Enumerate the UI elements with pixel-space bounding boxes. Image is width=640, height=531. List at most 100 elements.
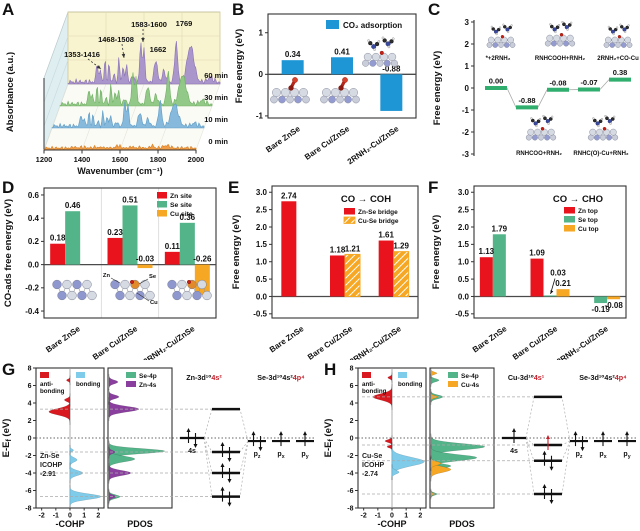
panel-a: A 60 min 30 min 10 min 0 min 1200 1400 1600 180… — [0, 0, 230, 178]
svg-text:6: 6 — [350, 383, 354, 390]
svg-text:CO₂ adsorption: CO₂ adsorption — [343, 21, 402, 30]
svg-text:ICOHP: ICOHP — [40, 462, 63, 469]
svg-text:bonding: bonding — [362, 388, 387, 395]
svg-text:Se: Se — [149, 274, 157, 280]
svg-text:-0.88: -0.88 — [382, 64, 401, 73]
molecule-inset — [544, 20, 576, 47]
svg-text:-COHP: -COHP — [56, 519, 85, 529]
energy-levels — [485, 77, 631, 110]
svg-text:-0.07: -0.07 — [580, 78, 597, 87]
svg-text:Se top: Se top — [578, 217, 598, 224]
panel-e-label: E — [228, 178, 240, 197]
svg-text:0.34: 0.34 — [285, 50, 301, 59]
peak-annotations: 1353-1416 1468-1508 1583-1600 1769 1662 — [64, 19, 192, 70]
pdos-curves — [108, 374, 166, 505]
svg-text:1468-1508: 1468-1508 — [98, 35, 134, 44]
svg-text:Bare Cu/ZnSe: Bare Cu/ZnSe — [303, 124, 352, 162]
ftir-series-curves — [43, 40, 221, 151]
svg-text:Free energy (eV): Free energy (eV) — [431, 215, 442, 289]
molecule-inset — [362, 36, 398, 67]
svg-text:4s: 4s — [510, 448, 518, 455]
svg-text:2: 2 — [28, 418, 32, 425]
svg-text:px: px — [599, 451, 606, 460]
panel-g-label: G — [2, 360, 16, 379]
svg-text:1.5: 1.5 — [256, 240, 268, 249]
svg-text:0: 0 — [350, 436, 354, 443]
svg-text:1600: 1600 — [112, 155, 129, 164]
svg-text:1662: 1662 — [150, 45, 167, 54]
svg-text:0.03: 0.03 — [550, 268, 566, 277]
svg-text:0.21: 0.21 — [555, 279, 571, 288]
panel-d-chart: 0.6 0.4 0.2 0.0 -0.2 -0.4 CO-ads free energy (… — [0, 178, 226, 366]
svg-text:Cu site: Cu site — [170, 211, 193, 218]
svg-text:0.0: 0.0 — [458, 292, 470, 301]
panel-f-label: F — [428, 178, 439, 197]
panel-d-label: D — [2, 178, 15, 197]
svg-text:0.11: 0.11 — [165, 242, 181, 251]
svg-text:0.18: 0.18 — [50, 234, 66, 243]
molecule-inset — [167, 279, 212, 301]
svg-text:py: py — [301, 451, 308, 460]
svg-text:Se-3d¹⁰4s²4p⁴: Se-3d¹⁰4s²4p⁴ — [257, 373, 305, 382]
svg-text:Cu-Se bridge: Cu-Se bridge — [358, 218, 399, 225]
svg-text:-2: -2 — [25, 453, 31, 460]
panel-a-label: A — [2, 0, 15, 19]
svg-text:1.21: 1.21 — [345, 244, 361, 253]
svg-text:1583-1600: 1583-1600 — [131, 20, 167, 29]
panel-g: G 8 6 4 2 0 -2 -4 -6 -8 E-Ef (eV) -2 -1 0 1 2 -COHP PDOS… — [0, 360, 322, 531]
svg-text:py: py — [623, 451, 630, 460]
svg-text:CO → CHO: CO → CHO — [553, 194, 603, 205]
panel-b: B 1 0 -1 Free energy (eV) 0.34 0.41 -0.88 Bare … — [230, 0, 426, 178]
bars — [281, 57, 403, 111]
bar-chart-e: 3.0 2.5 2.0 1.5 1.0 0.5 0.0 -0.5 Free energy (eV… — [231, 185, 419, 366]
svg-text:-2: -2 — [347, 453, 353, 460]
svg-text:Free energy (eV): Free energy (eV) — [231, 215, 242, 289]
svg-text:1.0: 1.0 — [256, 258, 268, 267]
molecule-inset — [320, 77, 360, 104]
svg-text:3: 3 — [465, 18, 470, 27]
bars — [479, 234, 621, 304]
svg-text:-2: -2 — [361, 513, 367, 520]
cohp-curves — [48, 375, 102, 509]
panel-e-chart: 3.0 2.5 2.0 1.5 1.0 0.5 0.0 -0.5 Free energy (eV… — [226, 178, 426, 366]
svg-text:-4: -4 — [25, 471, 31, 478]
svg-text:Bare Cu/ZnSe: Bare Cu/ZnSe — [511, 324, 560, 360]
svg-text:bonding: bonding — [398, 381, 423, 388]
svg-text:1769: 1769 — [176, 19, 193, 28]
svg-text:Cu-4s: Cu-4s — [461, 382, 479, 389]
svg-text:Se-3d¹⁰4s²4p⁴: Se-3d¹⁰4s²4p⁴ — [579, 373, 627, 382]
svg-text:-1: -1 — [462, 106, 470, 115]
svg-text:0.4: 0.4 — [28, 214, 40, 223]
svg-text:2.5: 2.5 — [256, 205, 268, 214]
svg-text:0: 0 — [390, 513, 394, 520]
svg-text:1353-1416: 1353-1416 — [64, 50, 100, 59]
svg-text:Cu: Cu — [150, 300, 158, 306]
svg-text:Zn-4s: Zn-4s — [139, 382, 157, 389]
panel-h: H 8 6 4 2 0 -2 -4 -6 -8 E-Ef (eV) -2 -1 0 1 2 -COHP PDOS… — [322, 360, 640, 531]
svg-text:Bare ZnSe: Bare ZnSe — [268, 324, 306, 354]
svg-text:Cu-Se: Cu-Se — [362, 453, 382, 460]
svg-text:Wavenumber (cm⁻¹): Wavenumber (cm⁻¹) — [77, 166, 162, 176]
svg-text:-0.4: -0.4 — [25, 307, 39, 316]
svg-text:0: 0 — [259, 70, 264, 79]
svg-text:Se-4p: Se-4p — [461, 373, 479, 380]
svg-text:30 min: 30 min — [204, 93, 228, 102]
molecule-inset — [270, 77, 310, 104]
svg-text:-0.5: -0.5 — [455, 310, 469, 319]
bar-chart-b: 1 0 -1 Free energy (eV) 0.34 0.41 -0.88 Bare Zn… — [234, 13, 417, 166]
svg-text:0.0: 0.0 — [256, 292, 268, 301]
svg-text:2: 2 — [465, 40, 470, 49]
molecule-inset — [52, 279, 97, 301]
svg-text:0.0: 0.0 — [28, 260, 40, 269]
svg-text:Se-4p: Se-4p — [139, 373, 157, 380]
svg-text:Zn-Se: Zn-Se — [40, 453, 60, 460]
svg-text:Free energy (eV): Free energy (eV) — [234, 29, 245, 103]
svg-text:0.41: 0.41 — [334, 47, 350, 56]
svg-text:1.79: 1.79 — [492, 224, 508, 233]
mo-diagram: Cu-3d¹⁰4s¹ Se-3d¹⁰4s²4p⁴ 4s pz px py — [502, 373, 636, 504]
svg-text:1.0: 1.0 — [458, 258, 470, 267]
panel-c-chart: 3 2 1 0 -1 -2 -3 Free energy (eV) *+2RNH₂ RNHCOOH… — [426, 0, 640, 183]
svg-text:RNHC(O)-Cu+RNH₂: RNHC(O)-Cu+RNH₂ — [573, 151, 628, 157]
svg-text:-2.91: -2.91 — [40, 471, 56, 478]
